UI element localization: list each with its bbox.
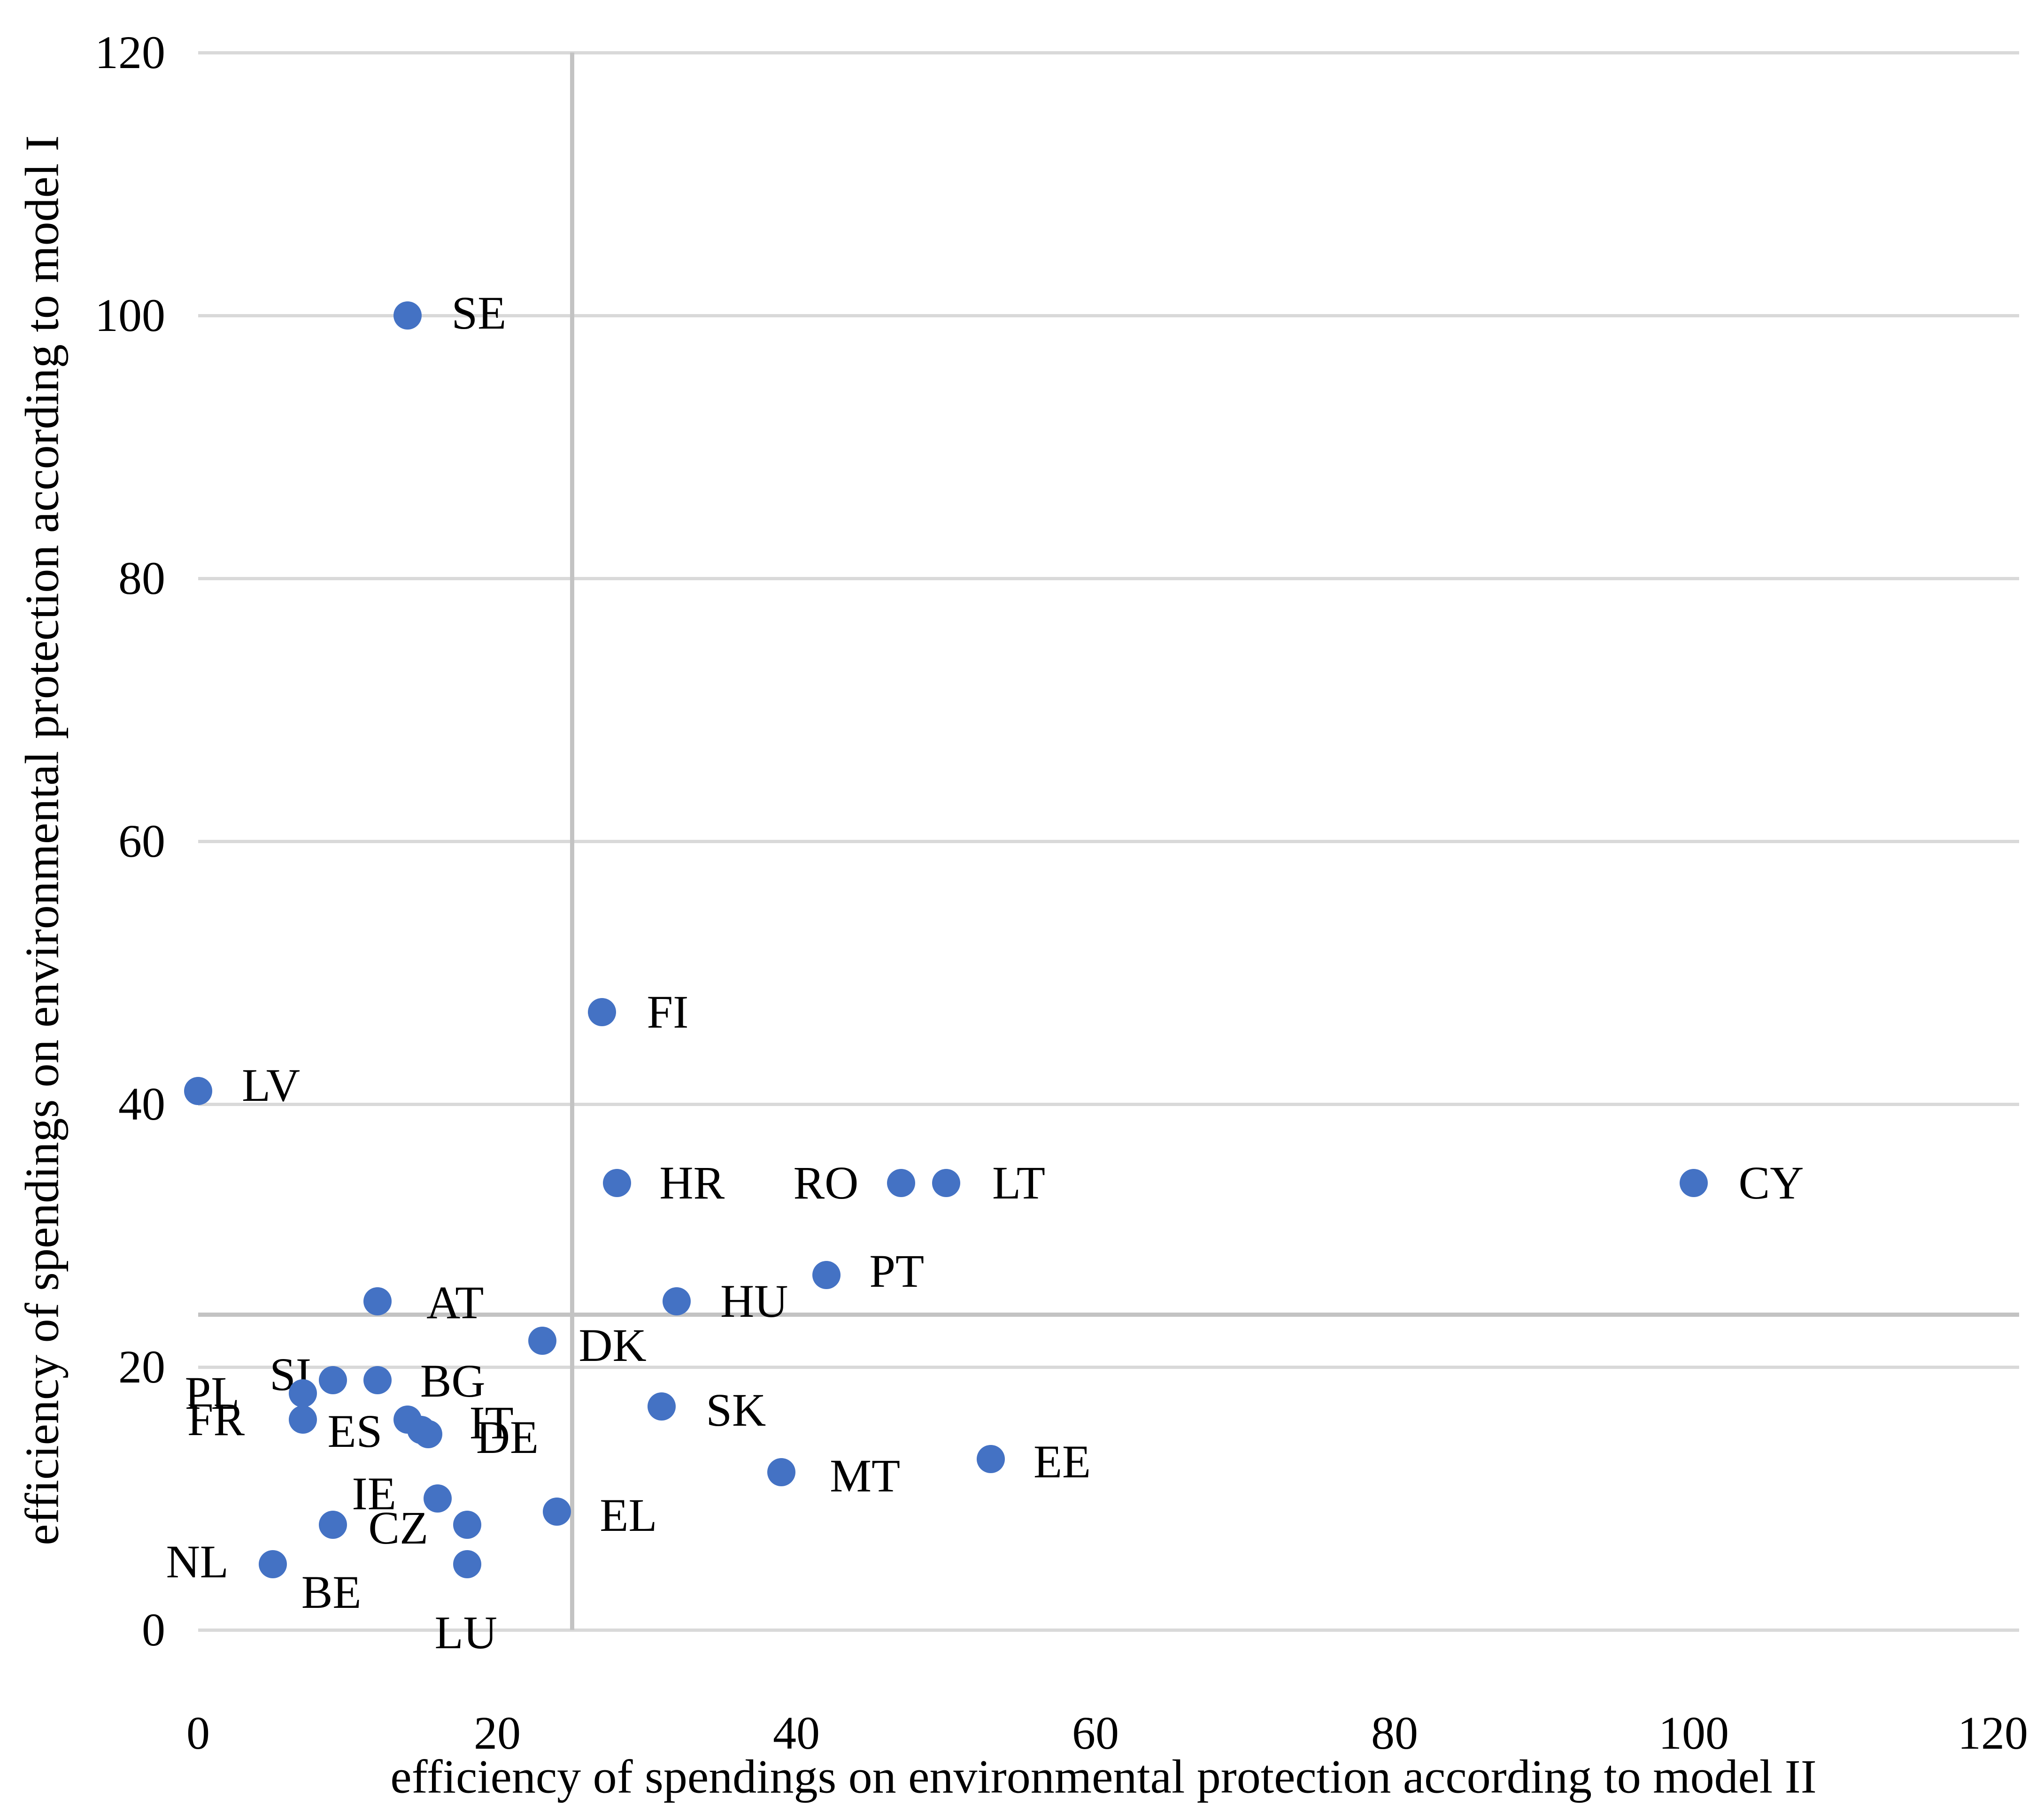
data-point-DK xyxy=(528,1327,556,1355)
gridline-y-20 xyxy=(198,1366,2019,1369)
gridline-y-40 xyxy=(198,1103,2019,1106)
data-point-DE xyxy=(414,1420,443,1448)
data-point-label-LT: LT xyxy=(992,1157,1045,1209)
y-tick-label-120: 120 xyxy=(95,26,165,78)
data-point-label-IE: IE xyxy=(352,1467,396,1520)
data-point-CY xyxy=(1680,1169,1708,1197)
data-point-label-RO: RO xyxy=(793,1157,859,1209)
data-point-label-FR: FR xyxy=(187,1393,245,1445)
data-point-label-LV: LV xyxy=(241,1059,301,1111)
data-point-label-PT: PT xyxy=(869,1245,925,1297)
data-point-label-BE: BE xyxy=(301,1566,362,1618)
data-point-label-MT: MT xyxy=(830,1450,901,1502)
data-point-LT xyxy=(932,1169,960,1197)
data-point-label-CY: CY xyxy=(1738,1157,1804,1209)
data-point-HU xyxy=(663,1287,691,1315)
data-point-AT xyxy=(363,1287,392,1315)
data-point-label-NL: NL xyxy=(166,1536,229,1588)
data-point-label-DE: DE xyxy=(476,1411,539,1463)
data-point-label-EL: EL xyxy=(600,1489,657,1541)
x-tick-label-20: 20 xyxy=(474,1707,521,1759)
data-point-BE xyxy=(318,1511,347,1539)
data-point-NL xyxy=(259,1550,287,1578)
data-point-label-AT: AT xyxy=(426,1276,484,1329)
y-tick-label-60: 60 xyxy=(118,815,165,867)
x-tick-label-0: 0 xyxy=(186,1707,210,1759)
data-point-label-EE: EE xyxy=(1033,1436,1091,1488)
x-tick-label-120: 120 xyxy=(1958,1707,2028,1759)
data-point-label-IT: IT xyxy=(469,1397,514,1449)
x-axis-title: efficiency of spendings on environmental… xyxy=(390,1750,1817,1804)
data-point-label-LU: LU xyxy=(434,1606,497,1659)
data-point-HR xyxy=(602,1169,631,1197)
data-point-PT xyxy=(812,1261,841,1289)
data-point-SE xyxy=(393,301,422,330)
data-point-FI xyxy=(587,998,616,1026)
quadrant-divider-horizontal xyxy=(198,1313,2019,1317)
gridline-y-120 xyxy=(198,51,2019,54)
y-tick-label-0: 0 xyxy=(142,1604,165,1656)
data-point-label-PL: PL xyxy=(185,1367,240,1419)
data-point-CZ xyxy=(453,1511,482,1539)
gridline-y-80 xyxy=(198,577,2019,580)
x-tick-label-100: 100 xyxy=(1658,1707,1729,1759)
data-point-EE xyxy=(977,1445,1005,1473)
y-tick-label-100: 100 xyxy=(95,289,165,341)
x-tick-label-80: 80 xyxy=(1371,1707,1418,1759)
data-point-MT xyxy=(767,1458,796,1486)
data-point-LV xyxy=(184,1077,212,1105)
data-point-BG xyxy=(363,1366,392,1394)
data-point-PL xyxy=(288,1379,317,1407)
data-point-LU xyxy=(453,1550,482,1578)
x-tick-label-60: 60 xyxy=(1072,1707,1119,1759)
data-point-label-SK: SK xyxy=(706,1384,766,1436)
gridline-y-0 xyxy=(198,1629,2019,1632)
y-axis-title: efficiency of spendings on environmental… xyxy=(15,135,69,1545)
data-point-RO xyxy=(887,1169,915,1197)
data-point-IE xyxy=(423,1484,452,1513)
data-point-label-BG: BG xyxy=(420,1355,486,1407)
x-tick-label-40: 40 xyxy=(773,1707,820,1759)
data-point-label-FI: FI xyxy=(647,986,689,1038)
y-tick-label-20: 20 xyxy=(118,1341,165,1393)
quadrant-divider-vertical xyxy=(570,53,575,1630)
data-point-SI xyxy=(318,1366,347,1394)
data-point-FR xyxy=(288,1406,317,1434)
data-point-SK xyxy=(648,1392,676,1421)
gridline-y-100 xyxy=(198,314,2019,317)
data-point-label-CZ: CZ xyxy=(368,1502,429,1554)
y-tick-label-40: 40 xyxy=(118,1078,165,1130)
data-point-label-HR: HR xyxy=(659,1157,725,1209)
gridline-y-60 xyxy=(198,840,2019,843)
data-point-label-HU: HU xyxy=(720,1275,788,1327)
y-tick-label-80: 80 xyxy=(118,552,165,604)
data-point-label-SE: SE xyxy=(451,287,507,339)
data-point-EL xyxy=(543,1498,571,1526)
data-point-label-DK: DK xyxy=(578,1319,647,1371)
data-point-label-ES: ES xyxy=(327,1405,383,1457)
